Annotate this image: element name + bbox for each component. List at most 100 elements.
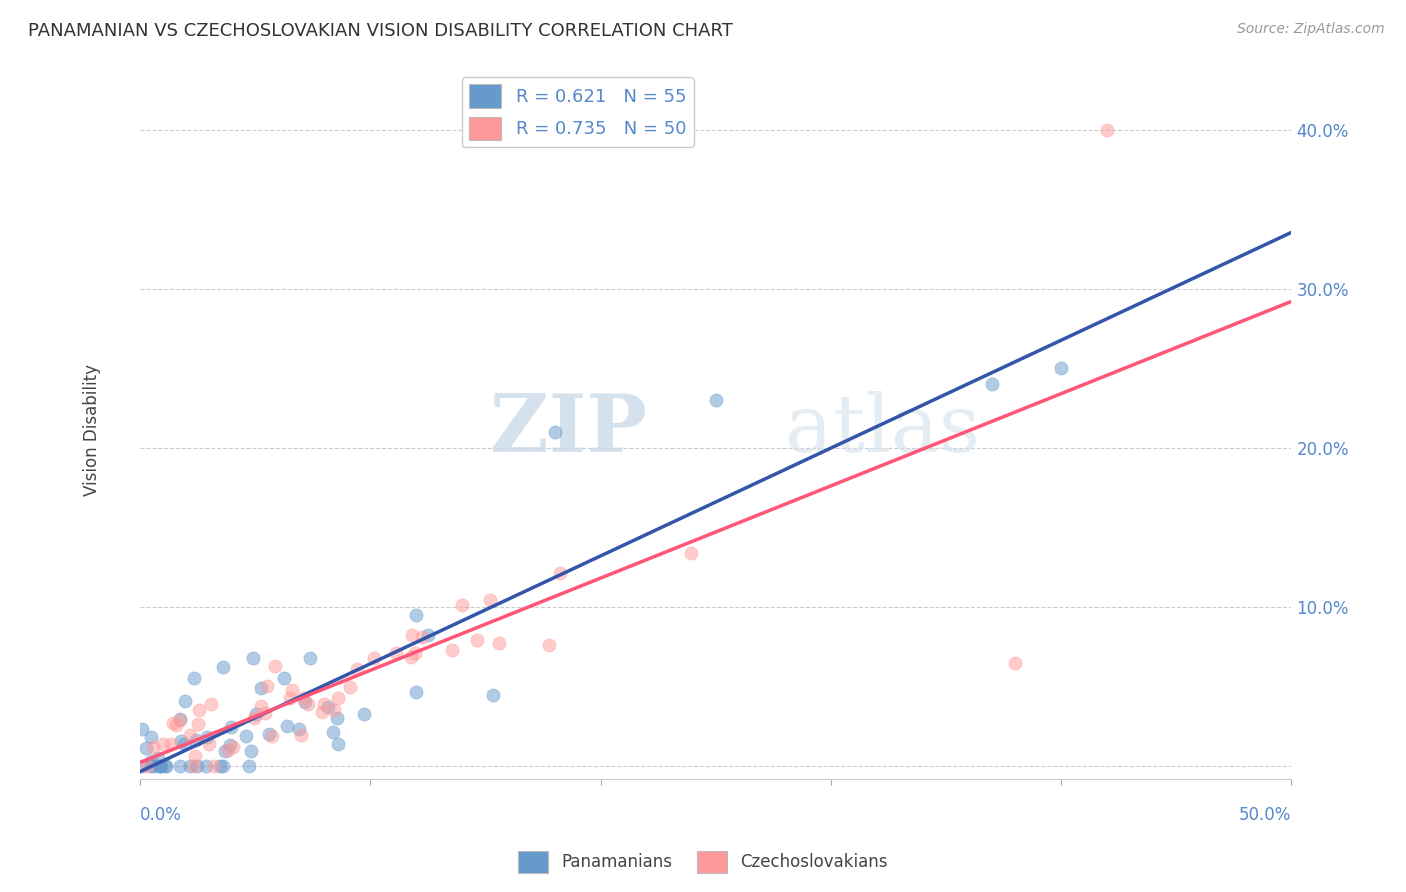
Point [273, 671, 295, 685]
Point [208, 759, 231, 773]
Point [405, 685, 427, 699]
Point [478, 593, 501, 607]
Point [411, 630, 433, 644]
Point [294, 695, 316, 709]
Point [311, 706, 333, 720]
Point [353, 706, 375, 721]
Point [326, 690, 349, 705]
Point [179, 759, 201, 773]
Point [235, 729, 257, 743]
Point [186, 759, 208, 773]
Point [183, 759, 205, 773]
Point [143, 759, 166, 773]
Point [704, 393, 727, 408]
Point [278, 690, 301, 705]
Point [170, 733, 193, 747]
Point [243, 711, 266, 725]
Point [281, 682, 304, 697]
Point [263, 658, 285, 673]
Point [328, 737, 350, 751]
Point [298, 651, 321, 665]
Point [187, 703, 209, 717]
Point [184, 733, 207, 747]
Point [179, 728, 201, 742]
Point [981, 377, 1004, 392]
Point [165, 717, 187, 731]
Point [217, 743, 239, 757]
Point [276, 719, 298, 733]
Point [139, 759, 162, 773]
Point [440, 643, 463, 657]
Text: PANAMANIAN VS CZECHOSLOVAKIAN VISION DISABILITY CORRELATION CHART: PANAMANIAN VS CZECHOSLOVAKIAN VISION DIS… [28, 22, 733, 40]
Legend: R = 0.621   N = 55, R = 0.735   N = 50: R = 0.621 N = 55, R = 0.735 N = 50 [461, 78, 693, 147]
Point [405, 607, 427, 622]
Point [242, 651, 264, 665]
Point [318, 700, 340, 714]
Point [135, 759, 157, 773]
Point [169, 759, 191, 773]
Point [288, 722, 311, 736]
Point [1004, 656, 1026, 670]
Point [245, 706, 267, 721]
Point [250, 698, 273, 713]
Point [211, 759, 233, 773]
Point [135, 741, 157, 756]
Text: 0.0%: 0.0% [141, 805, 181, 824]
Point [465, 633, 488, 648]
Point [1097, 123, 1119, 137]
Point [142, 739, 165, 754]
Point [256, 679, 278, 693]
Point [238, 759, 260, 773]
Point [169, 713, 191, 727]
Point [183, 671, 205, 685]
Point [148, 759, 170, 773]
Point [197, 737, 219, 751]
Point [150, 759, 173, 773]
Point [152, 737, 174, 751]
Point [155, 759, 177, 773]
Legend: Panamanians, Czechoslovakians: Panamanians, Czechoslovakians [512, 845, 894, 880]
Point [404, 646, 426, 660]
Point [326, 711, 349, 725]
Point [1050, 361, 1073, 376]
Point [131, 759, 153, 773]
Point [174, 694, 197, 708]
Point [195, 730, 218, 744]
Point [131, 722, 153, 736]
Point [290, 728, 312, 742]
Point [221, 720, 243, 734]
Point [184, 749, 207, 764]
Point [155, 759, 177, 773]
Point [401, 628, 423, 642]
Point [187, 717, 209, 731]
Point [385, 646, 408, 660]
Point [139, 754, 162, 768]
Point [416, 628, 439, 642]
Point [451, 598, 474, 612]
Text: Vision Disability: Vision Disability [83, 365, 101, 497]
Point [250, 681, 273, 696]
Point [173, 737, 195, 751]
Point [146, 751, 169, 765]
Point [538, 638, 561, 652]
Point [219, 738, 242, 752]
Point [221, 740, 243, 755]
Point [141, 730, 163, 744]
Point [312, 697, 335, 711]
Point [292, 691, 315, 706]
Point [160, 737, 183, 751]
Point [260, 729, 283, 743]
Point [239, 744, 262, 758]
Point [482, 688, 505, 702]
Point [202, 759, 225, 773]
Point [548, 566, 571, 581]
Point [346, 662, 368, 676]
Point [214, 744, 236, 758]
Point [339, 681, 361, 695]
Point [253, 706, 276, 720]
Point [297, 697, 319, 711]
Point [162, 715, 184, 730]
Point [322, 703, 344, 717]
Point [681, 546, 703, 560]
Point [543, 425, 565, 439]
